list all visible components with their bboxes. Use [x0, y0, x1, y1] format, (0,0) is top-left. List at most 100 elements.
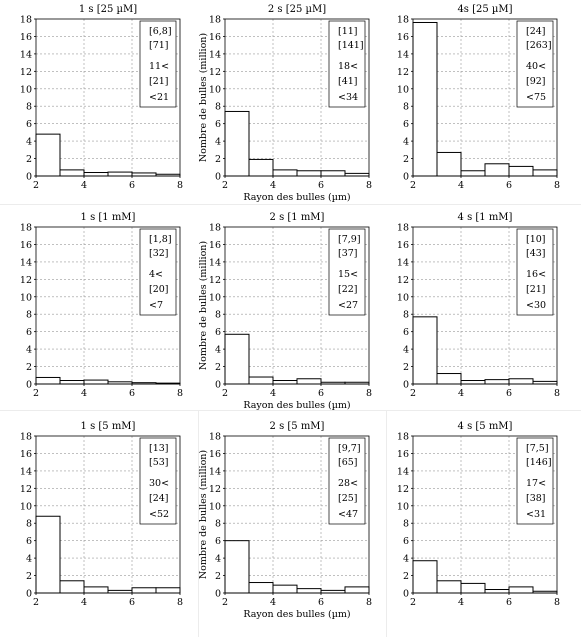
y-tick-label: 10: [209, 84, 221, 95]
plot-frame: [224, 18, 370, 177]
legend-entry: [7,5]: [526, 443, 549, 454]
legend-entry: [10]: [526, 234, 546, 245]
y-tick-label: 10: [397, 501, 409, 512]
y-tick-label: 14: [20, 257, 32, 268]
histogram-bar: [59, 380, 85, 385]
plot-frame: [412, 18, 558, 177]
y-tick-label: 14: [397, 49, 409, 60]
legend-entry: [22]: [338, 284, 358, 295]
histogram-bar: [224, 540, 250, 594]
legend-entry: [20]: [149, 284, 169, 295]
legend-entry: [92]: [526, 76, 546, 87]
y-tick-label: 0: [403, 172, 409, 183]
y-tick-label: 12: [397, 67, 409, 78]
y-tick-label: 16: [20, 240, 32, 251]
chart-title: 4 s [5 mM]: [458, 421, 513, 432]
histogram-bar: [35, 376, 61, 385]
histogram-bar: [460, 170, 486, 177]
legend-entry: 30<: [149, 478, 169, 489]
x-tick-label: 2: [410, 180, 416, 191]
x-tick-label: 8: [177, 180, 183, 191]
histogram-bar: [532, 169, 558, 177]
legend-entry: <34: [338, 92, 358, 103]
y-axis-label: Nombre de bulles (million): [198, 241, 209, 370]
y-tick-label: 12: [20, 275, 32, 286]
y-tick-label: 18: [20, 223, 32, 234]
x-tick-label: 4: [270, 180, 276, 191]
y-tick-label: 2: [215, 571, 221, 582]
x-tick-label: 4: [458, 597, 464, 608]
x-tick-label: 2: [410, 388, 416, 399]
y-tick-label: 14: [20, 49, 32, 60]
chart-title: 4 s [1 mM]: [458, 212, 513, 223]
y-tick-label: 12: [20, 484, 32, 495]
y-tick-label: 12: [209, 484, 221, 495]
y-tick-label: 18: [20, 432, 32, 443]
histogram-bar: [224, 333, 250, 385]
legend-entry: [21]: [149, 76, 169, 87]
chart-title: 2 s [5 mM]: [270, 421, 325, 432]
y-tick-label: 0: [403, 589, 409, 600]
y-tick-label: 10: [209, 292, 221, 303]
y-tick-label: 0: [26, 380, 32, 391]
y-tick-label: 6: [26, 327, 32, 338]
y-tick-label: 12: [397, 484, 409, 495]
legend-entry: [32]: [149, 248, 169, 259]
y-tick-label: 10: [20, 84, 32, 95]
legend-entry: <31: [526, 509, 546, 520]
legend-box: [328, 20, 366, 108]
y-tick-label: 4: [403, 554, 409, 565]
legend-box: [516, 437, 554, 525]
y-tick-label: 14: [209, 49, 221, 60]
y-tick-label: 14: [209, 257, 221, 268]
plot-frame: [224, 226, 370, 385]
y-tick-label: 8: [26, 519, 32, 530]
legend-entry: <7: [149, 300, 163, 311]
x-tick-label: 4: [458, 180, 464, 191]
y-tick-label: 2: [403, 571, 409, 582]
legend-entry: [38]: [526, 493, 546, 504]
y-tick-label: 12: [209, 67, 221, 78]
histogram-bar: [35, 133, 61, 177]
x-axis-label: Rayon des bulles (µm): [243, 609, 350, 620]
x-tick-label: 8: [177, 388, 183, 399]
histogram-bar: [436, 151, 462, 177]
y-tick-label: 8: [26, 102, 32, 113]
y-tick-label: 16: [20, 449, 32, 460]
histogram-bar: [484, 379, 510, 385]
y-tick-label: 6: [403, 327, 409, 338]
histogram-bar: [412, 316, 438, 385]
y-tick-label: 14: [20, 466, 32, 477]
y-tick-label: 8: [26, 310, 32, 321]
y-tick-label: 6: [215, 536, 221, 547]
histogram-bar: [155, 587, 181, 594]
y-tick-label: 10: [209, 501, 221, 512]
y-tick-label: 16: [397, 240, 409, 251]
y-tick-label: 4: [26, 137, 32, 148]
legend-entry: [24]: [526, 26, 546, 37]
y-tick-label: 8: [403, 102, 409, 113]
y-tick-label: 18: [397, 223, 409, 234]
x-tick-label: 4: [81, 597, 87, 608]
y-tick-label: 2: [26, 571, 32, 582]
legend-entry: 4<: [149, 269, 163, 280]
legend-box: [328, 228, 366, 316]
legend-entry: [11]: [338, 26, 358, 37]
x-tick-label: 8: [177, 597, 183, 608]
histogram-bar: [83, 586, 109, 594]
histogram-bar: [508, 165, 534, 177]
legend-entry: [71]: [149, 40, 169, 51]
y-tick-label: 18: [209, 223, 221, 234]
x-tick-label: 6: [129, 180, 135, 191]
legend-entry: [43]: [526, 248, 546, 259]
x-tick-label: 8: [366, 180, 372, 191]
legend-entry: <75: [526, 92, 546, 103]
x-tick-label: 2: [33, 388, 39, 399]
histogram-bar: [248, 582, 274, 594]
y-tick-label: 8: [403, 519, 409, 530]
